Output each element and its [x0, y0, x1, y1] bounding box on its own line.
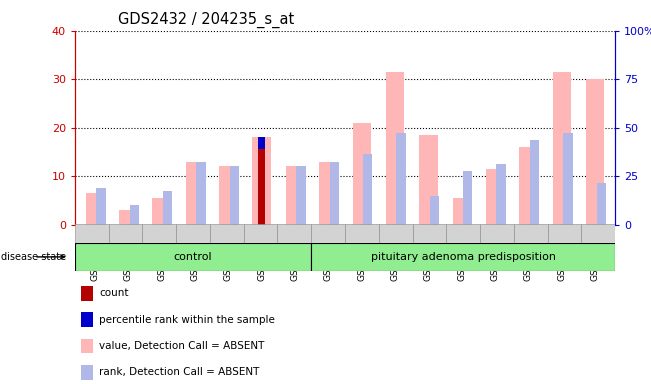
Bar — [363, 154, 372, 225]
Bar — [486, 169, 505, 225]
Bar — [452, 198, 471, 225]
Bar — [119, 210, 137, 225]
Bar — [319, 162, 337, 225]
Bar — [596, 184, 606, 225]
Bar — [547, 224, 581, 243]
Bar — [514, 224, 547, 243]
Bar — [258, 137, 266, 225]
Bar — [396, 132, 406, 225]
Bar — [480, 224, 514, 243]
Bar — [530, 140, 539, 225]
Bar — [553, 72, 571, 225]
Text: pituitary adenoma predisposition: pituitary adenoma predisposition — [370, 252, 556, 262]
Text: percentile rank within the sample: percentile rank within the sample — [99, 314, 275, 324]
Bar — [109, 224, 143, 243]
Bar — [210, 224, 243, 243]
Bar — [75, 243, 311, 271]
Bar — [152, 198, 171, 225]
Bar — [447, 224, 480, 243]
Bar — [196, 162, 206, 225]
Bar — [186, 162, 204, 225]
Bar — [130, 205, 139, 225]
Bar — [230, 167, 239, 225]
Text: control: control — [174, 252, 212, 262]
Bar — [86, 193, 104, 225]
Bar — [345, 224, 379, 243]
Bar — [353, 123, 371, 225]
Bar — [329, 162, 339, 225]
Text: rank, Detection Call = ABSENT: rank, Detection Call = ABSENT — [99, 367, 259, 377]
Bar — [497, 164, 506, 225]
Bar — [581, 224, 615, 243]
Text: value, Detection Call = ABSENT: value, Detection Call = ABSENT — [99, 341, 264, 351]
Bar — [163, 191, 173, 225]
Bar — [311, 224, 345, 243]
Bar — [96, 188, 105, 225]
Bar — [413, 224, 447, 243]
Bar — [419, 135, 437, 225]
Bar — [463, 171, 473, 225]
Text: count: count — [99, 288, 128, 298]
Text: disease state: disease state — [1, 252, 66, 262]
Bar — [430, 195, 439, 225]
Bar — [311, 243, 615, 271]
Bar — [286, 167, 304, 225]
Bar — [143, 224, 176, 243]
Bar — [379, 224, 413, 243]
Bar — [586, 79, 604, 225]
Bar — [75, 224, 109, 243]
Bar — [296, 167, 306, 225]
Bar — [219, 167, 238, 225]
Bar — [563, 132, 572, 225]
Text: GDS2432 / 204235_s_at: GDS2432 / 204235_s_at — [118, 12, 294, 28]
Bar — [386, 72, 404, 225]
Bar — [277, 224, 311, 243]
Bar — [81, 339, 93, 353]
Bar — [81, 286, 93, 301]
Bar — [176, 224, 210, 243]
Bar — [258, 137, 266, 149]
Bar — [243, 224, 277, 243]
Bar — [519, 147, 538, 225]
Bar — [81, 365, 93, 380]
Bar — [81, 312, 93, 327]
Bar — [253, 137, 271, 225]
